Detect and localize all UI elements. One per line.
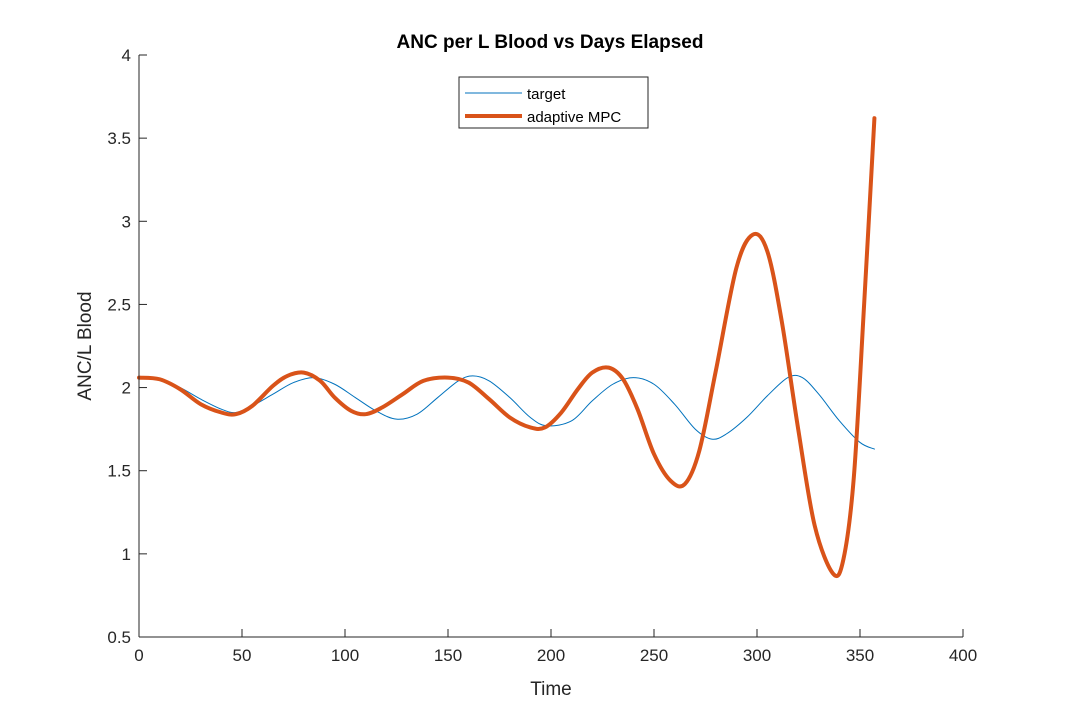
x-tick-label: 200 bbox=[537, 646, 565, 665]
series-layer bbox=[137, 116, 877, 579]
y-tick-label: 1 bbox=[122, 545, 131, 564]
y-axis-label: ANC/L Blood bbox=[75, 291, 96, 400]
y-tick-label: 0.5 bbox=[107, 628, 131, 647]
y-tick-label: 3.5 bbox=[107, 129, 131, 148]
chart-title: ANC per L Blood vs Days Elapsed bbox=[397, 32, 704, 53]
y-tick-label: 3 bbox=[122, 212, 131, 231]
plot-area bbox=[139, 55, 963, 637]
y-tick-label: 2.5 bbox=[107, 295, 131, 314]
x-tick-label: 250 bbox=[640, 646, 668, 665]
x-tick-label: 50 bbox=[233, 646, 252, 665]
legend-label-target: target bbox=[527, 86, 566, 103]
x-tick-label: 350 bbox=[846, 646, 874, 665]
legend: target adaptive MPC bbox=[458, 76, 649, 129]
y-tick-label: 1.5 bbox=[107, 462, 131, 481]
x-ticks: 0 50 100 150 200 250 300 350 400 bbox=[134, 629, 977, 665]
x-tick-label: 100 bbox=[331, 646, 359, 665]
x-tick-label: 150 bbox=[434, 646, 462, 665]
x-tick-label: 400 bbox=[949, 646, 977, 665]
series-line-adaptive-mpc bbox=[137, 116, 877, 579]
axes-background bbox=[139, 55, 963, 637]
y-ticks: 0.5 1 1.5 2 2.5 3 3.5 4 bbox=[107, 46, 147, 647]
y-tick-label: 4 bbox=[122, 46, 131, 65]
x-axis-label: Time bbox=[530, 679, 572, 700]
legend-label-adaptive-mpc: adaptive MPC bbox=[527, 109, 621, 126]
legend-box bbox=[458, 76, 649, 129]
x-tick-label: 0 bbox=[134, 646, 143, 665]
x-tick-label: 300 bbox=[743, 646, 771, 665]
y-tick-label: 2 bbox=[122, 379, 131, 398]
